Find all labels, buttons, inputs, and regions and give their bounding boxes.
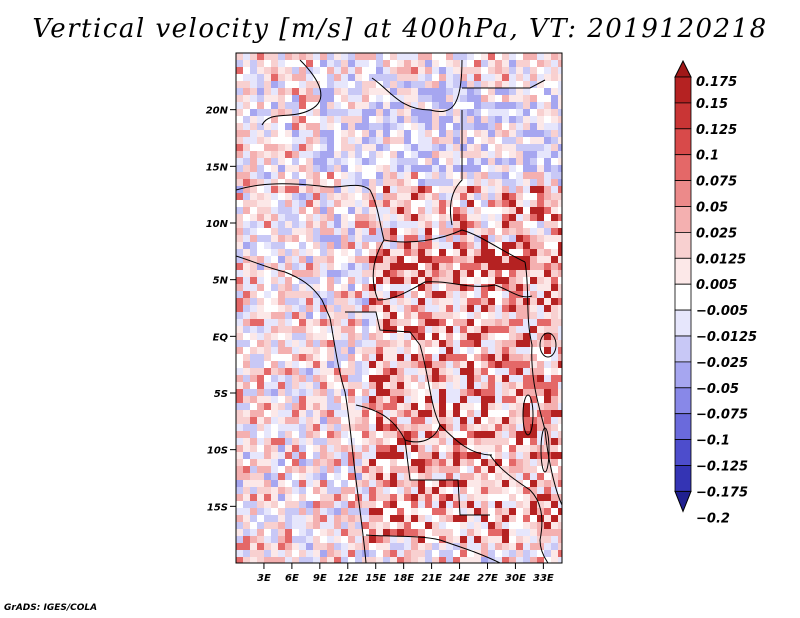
colorbar-label: 0.005 <box>696 278 737 293</box>
lat-tick-label: 5S <box>214 389 228 400</box>
colorbar-segment <box>674 465 692 492</box>
map-frame <box>235 52 563 564</box>
colorbar-label: −0.125 <box>696 460 748 475</box>
colorbar-label: 0.15 <box>696 97 728 112</box>
colorbar-top-arrow <box>674 59 692 78</box>
colorbar-segment <box>674 102 692 130</box>
colorbar-label: 0.05 <box>696 201 728 216</box>
colorbar-label: 0.125 <box>696 123 737 138</box>
lon-tick-label: 33E <box>533 573 554 584</box>
colorbar-label: −0.2 <box>696 511 730 526</box>
chart-title: Vertical velocity [m/s] at 400hPa, VT: 2… <box>32 14 768 44</box>
velocity-field <box>236 53 562 563</box>
colorbar-label: −0.1 <box>696 434 730 449</box>
lon-tick-label: 24E <box>449 573 470 584</box>
lat-tick-label: 15N <box>206 162 229 173</box>
colorbar-segment <box>674 361 692 389</box>
latitude-axis: 20N 15N 10N 5N EQ 5S 10S 15S <box>206 106 236 513</box>
colorbar-segment <box>674 413 692 441</box>
colorbar-segment <box>674 309 692 337</box>
lon-tick-label: 9E <box>313 573 327 584</box>
colorbar-segment <box>674 231 692 259</box>
colorbar-segment <box>674 335 692 363</box>
colorbar-label: 0.025 <box>696 226 737 241</box>
colorbar-segment <box>674 439 692 466</box>
colorbar-label: −0.005 <box>696 304 748 319</box>
colorbar-segment <box>674 283 692 311</box>
lon-tick-label: 15E <box>365 573 386 584</box>
lat-tick-label: 20N <box>206 106 229 117</box>
colorbar-label: 0.075 <box>696 175 737 190</box>
lat-tick-label: 15S <box>207 502 228 513</box>
lon-tick-label: 30E <box>505 573 526 584</box>
colorbar-segment <box>674 154 692 181</box>
lon-tick-label: 27E <box>477 573 498 584</box>
colorbar-segment <box>674 76 692 104</box>
colorbar-segment <box>674 180 692 207</box>
colorbar-label: 0.1 <box>696 149 719 164</box>
longitude-axis: 3E 6E 9E 12E 15E 18E 21E 24E 27E 30E 33E <box>257 563 554 584</box>
colorbar-label: −0.0125 <box>696 330 757 345</box>
lat-tick-label: 5N <box>213 276 229 287</box>
lon-tick-label: 6E <box>285 573 299 584</box>
colorbar-bottom-arrow <box>674 490 692 513</box>
country-borders <box>236 59 562 563</box>
colorbar-label: −0.075 <box>696 408 748 423</box>
colorbar-segment <box>674 387 692 415</box>
lat-tick-label: 10N <box>206 219 229 230</box>
colorbar-label: −0.175 <box>696 485 748 500</box>
colorbar-label: −0.05 <box>696 382 739 397</box>
colorbar-segment <box>674 128 692 156</box>
lat-tick-label: EQ <box>213 332 229 343</box>
colorbar-label: 0.175 <box>696 75 737 90</box>
lat-tick-label: 10S <box>207 446 228 457</box>
colorbar-segment <box>674 206 692 233</box>
colorbar: 0.175 0.15 0.125 0.1 0.075 0.05 0.025 0.0125 0.0… <box>674 59 757 526</box>
colorbar-label: −0.025 <box>696 356 748 371</box>
lon-tick-label: 18E <box>393 573 414 584</box>
lon-tick-label: 3E <box>257 573 271 584</box>
lon-tick-label: 12E <box>337 573 358 584</box>
grads-credit: GrADS: IGES/COLA <box>4 603 98 613</box>
colorbar-segment <box>674 257 692 285</box>
lon-tick-label: 21E <box>421 573 442 584</box>
colorbar-label: 0.0125 <box>696 252 746 267</box>
